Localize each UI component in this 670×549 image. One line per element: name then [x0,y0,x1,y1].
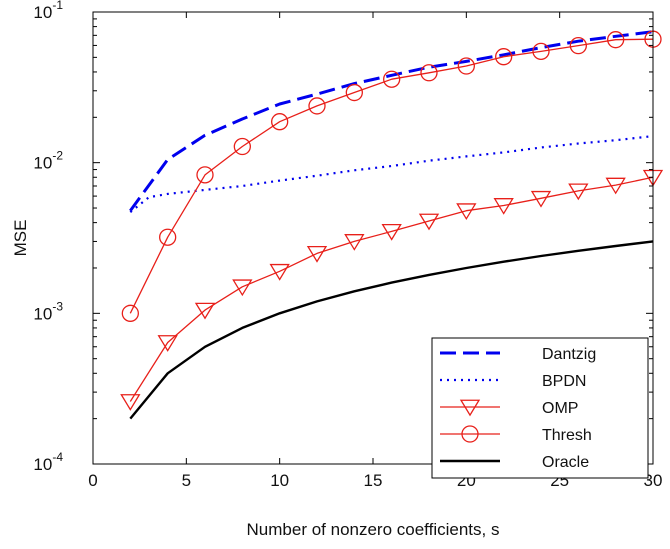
legend-box [432,338,648,478]
x-tick-label: 10 [270,471,289,490]
legend-label: Dantzig [542,346,596,363]
x-tick-label: 5 [182,471,191,490]
x-tick-label: 0 [88,471,97,490]
y-tick-label: 10-2 [33,149,63,173]
x-axis-label: Number of nonzero coefficients, s [247,520,500,539]
legend: Dantzig BPDN OMP Thresh Oracle [432,338,648,478]
y-axis-label: MSE [11,220,30,257]
legend-label: BPDN [542,373,586,390]
x-tick-label: 15 [364,471,383,490]
legend-label: Thresh [542,427,592,444]
y-tick-label: 10-3 [33,299,63,323]
y-tick-label: 10-4 [33,450,63,474]
legend-label: OMP [542,400,578,417]
y-tick-label: 10-1 [33,0,63,22]
legend-label: Oracle [542,454,589,471]
